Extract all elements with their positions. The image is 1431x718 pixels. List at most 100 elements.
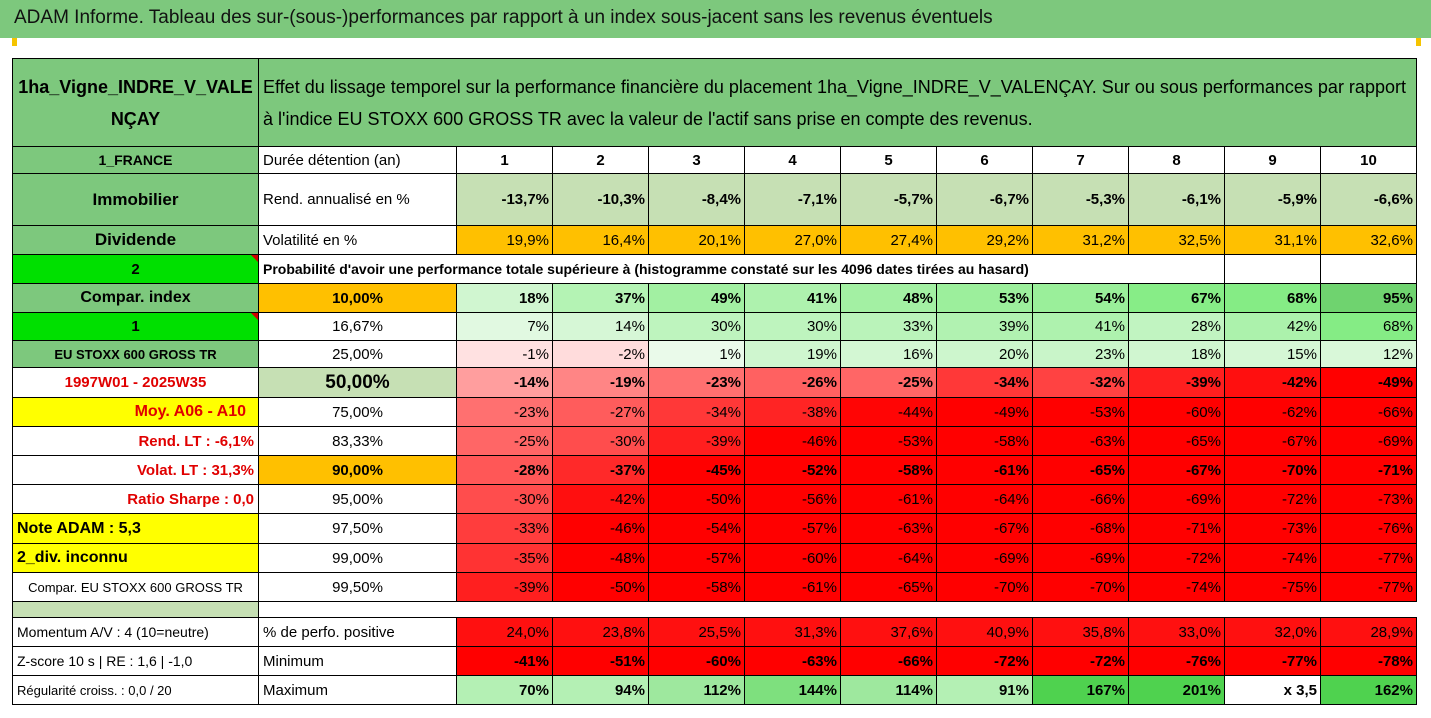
year-header: 8 (1128, 146, 1225, 174)
asset-type: Immobilier (12, 173, 259, 226)
proba-cell: -46% (552, 513, 649, 544)
proba-cell: 41% (744, 283, 841, 313)
proba-cell: -32% (1032, 367, 1129, 398)
sharpe-label: Ratio Sharpe : 0,0 (12, 484, 259, 514)
proba-cell: -37% (552, 455, 649, 485)
perf-pos-cell: 28,9% (1320, 617, 1417, 647)
page-title: ADAM Informe. Tableau des sur-(sous-)per… (0, 0, 1431, 38)
year-header: 9 (1224, 146, 1321, 174)
minimum-cell: -78% (1320, 646, 1417, 676)
proba-cell: -52% (744, 455, 841, 485)
index-name: EU STOXX 600 GROSS TR (12, 340, 259, 368)
selector-1[interactable]: 1 (12, 312, 259, 341)
perf-pos-cell: 35,8% (1032, 617, 1129, 647)
minimum-cell: -66% (840, 646, 937, 676)
proba-cell: -76% (1320, 513, 1417, 544)
proba-cell: -34% (648, 397, 745, 427)
perf-pos-label: % de perfo. positive (258, 617, 457, 647)
proba-cell: -23% (648, 367, 745, 398)
year-header: 2 (552, 146, 649, 174)
threshold-cell: 75,00% (258, 397, 457, 427)
perf-pos-cell: 25,5% (648, 617, 745, 647)
volat-cell: 31,1% (1224, 225, 1321, 255)
threshold-cell: 95,00% (258, 484, 457, 514)
proba-cell: 68% (1224, 283, 1321, 313)
proba-cell: 42% (1224, 312, 1321, 341)
proba-cell: -65% (840, 572, 937, 602)
proba-cell: -39% (648, 426, 745, 456)
proba-cell: -60% (1128, 397, 1225, 427)
maximum-cell: 114% (840, 675, 937, 705)
proba-cell: -53% (840, 426, 937, 456)
proba-cell: 14% (552, 312, 649, 341)
rend-cell: -13,7% (456, 173, 553, 226)
proba-cell: -68% (1032, 513, 1129, 544)
proba-cell: -73% (1320, 484, 1417, 514)
proba-cell: -57% (648, 543, 745, 573)
proba-cell: 30% (648, 312, 745, 341)
proba-cell: -42% (1224, 367, 1321, 398)
volat-cell: 20,1% (648, 225, 745, 255)
rend-cell: -6,7% (936, 173, 1033, 226)
proba-cell: -65% (1032, 455, 1129, 485)
threshold-cell: 97,50% (258, 513, 457, 544)
proba-cell: 48% (840, 283, 937, 313)
perf-pos-cell: 40,9% (936, 617, 1033, 647)
table-description: Effet du lissage temporel sur la perform… (258, 58, 1417, 147)
proba-cell: -61% (936, 455, 1033, 485)
rend-cell: -5,3% (1032, 173, 1129, 226)
proba-cell: -64% (936, 484, 1033, 514)
moy-label: Moy. A06 - A10 (12, 397, 259, 427)
volat-cell: 31,2% (1032, 225, 1129, 255)
country-label: 1_FRANCE (12, 146, 259, 174)
perf-pos-cell: 32,0% (1224, 617, 1321, 647)
year-header: 10 (1320, 146, 1417, 174)
spacer-cell (12, 601, 259, 618)
proba-cell: 16% (840, 340, 937, 368)
spacer-cell (259, 602, 1417, 618)
proba-cell: -69% (936, 543, 1033, 573)
selector-2[interactable]: 2 (12, 254, 259, 284)
volat-cell: 32,6% (1320, 225, 1417, 255)
threshold-cell: 25,00% (258, 340, 457, 368)
proba-cell: -25% (840, 367, 937, 398)
proba-cell: 15% (1224, 340, 1321, 368)
proba-cell: 95% (1320, 283, 1417, 313)
year-header: 7 (1032, 146, 1129, 174)
proba-cell: -74% (1128, 572, 1225, 602)
proba-cell: -67% (1224, 426, 1321, 456)
proba-cell: -63% (1032, 426, 1129, 456)
duree-label: Durée détention (an) (258, 146, 457, 174)
corner-marker-right (1416, 38, 1421, 46)
proba-cell: -49% (1320, 367, 1417, 398)
proba-cell: -58% (648, 572, 745, 602)
proba-cell: 18% (456, 283, 553, 313)
proba-cell: 37% (552, 283, 649, 313)
proba-cell: 33% (840, 312, 937, 341)
compar-index-label: Compar. index (12, 283, 259, 313)
proba-cell: 30% (744, 312, 841, 341)
proba-cell: -71% (1320, 455, 1417, 485)
maximum-cell: 162% (1320, 675, 1417, 705)
proba-cell: -69% (1128, 484, 1225, 514)
threshold-cell: 99,00% (258, 543, 457, 573)
proba-cell: -63% (840, 513, 937, 544)
proba-cell: -66% (1320, 397, 1417, 427)
rend-cell: -7,1% (744, 173, 841, 226)
proba-cell: 49% (648, 283, 745, 313)
proba-header: Probabilité d'avoir une performance tota… (258, 254, 1225, 284)
proba-cell: 54% (1032, 283, 1129, 313)
proba-cell: -53% (1032, 397, 1129, 427)
proba-cell: 68% (1320, 312, 1417, 341)
empty-cell (1320, 254, 1417, 284)
proba-cell: 1% (648, 340, 745, 368)
maximum-info: Régularité croiss. : 0,0 / 20 (12, 675, 259, 705)
rend-lt-label: Rend. LT : -6,1% (12, 426, 259, 456)
threshold-cell: 90,00% (258, 455, 457, 485)
proba-cell: -61% (840, 484, 937, 514)
proba-cell: -45% (648, 455, 745, 485)
volat-cell: 27,4% (840, 225, 937, 255)
threshold-cell: 10,00% (258, 283, 457, 313)
minimum-cell: -41% (456, 646, 553, 676)
threshold-cell: 99,50% (258, 572, 457, 602)
